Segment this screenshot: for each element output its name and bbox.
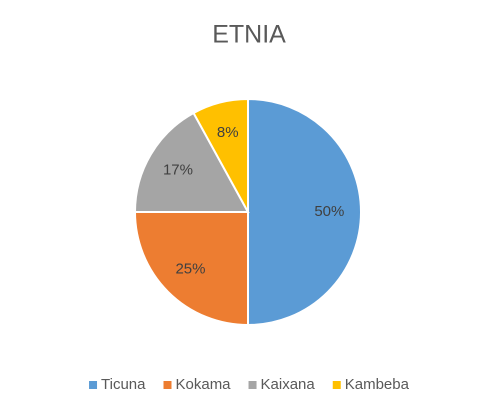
legend-swatch xyxy=(248,381,257,389)
legend-label: Ticuna xyxy=(101,376,146,393)
legend-label: Kambeba xyxy=(345,376,410,393)
chart-title: ETNIA xyxy=(212,21,286,49)
legend-label: Kokama xyxy=(176,376,232,393)
legend-swatch xyxy=(332,381,341,389)
pie-slice xyxy=(247,97,362,327)
pie-slice xyxy=(133,111,250,213)
legend-label: Kaixana xyxy=(261,376,316,393)
pie-slice xyxy=(133,211,249,327)
legend-swatch xyxy=(163,381,172,389)
data-label: 8% xyxy=(217,124,239,141)
legend-swatch xyxy=(89,381,98,389)
data-label: 17% xyxy=(163,162,193,179)
data-label: 25% xyxy=(175,260,205,277)
pie-slice xyxy=(192,97,249,213)
data-label: 50% xyxy=(314,203,344,220)
